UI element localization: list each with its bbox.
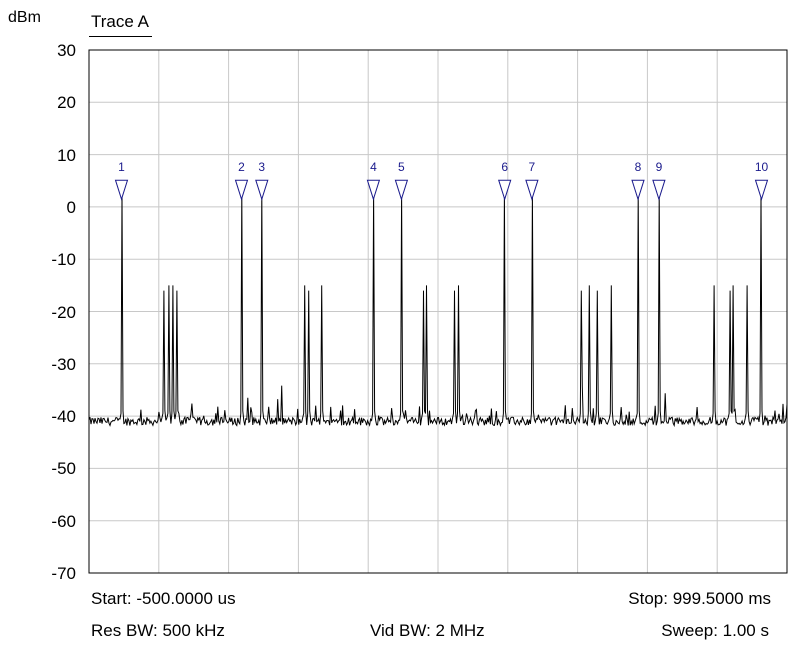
marker-7-triangle <box>525 179 539 201</box>
vid-bw-label: Vid BW: 2 MHz <box>370 621 485 640</box>
start-label: Start: -500.0000 us <box>91 589 236 608</box>
y-tick-label: -60 <box>51 511 76 531</box>
marker-5-label: 5 <box>398 160 405 174</box>
plot-frame <box>88 49 788 574</box>
marker-7-label: 7 <box>529 160 536 174</box>
marker-2-label: 2 <box>238 160 245 174</box>
y-tick-label: 10 <box>57 145 76 165</box>
y-tick-label: -40 <box>51 407 76 427</box>
res-bw-label: Res BW: 500 kHz <box>91 621 225 640</box>
marker-8-label: 8 <box>635 160 642 174</box>
marker-1-triangle <box>114 179 129 201</box>
marker-9-label: 9 <box>656 160 663 174</box>
marker-10-triangle <box>754 179 769 201</box>
y-tick-label: 20 <box>57 93 76 113</box>
marker-3-triangle <box>255 179 269 201</box>
marker-8-triangle <box>631 179 645 201</box>
marker-5-triangle <box>394 179 409 201</box>
y-tick-label: -70 <box>51 564 76 583</box>
trace-label: Trace A <box>91 12 149 31</box>
y-tick-label: 30 <box>57 41 76 60</box>
trace-a-group <box>88 191 788 428</box>
marker-2-triangle <box>234 179 249 201</box>
marker-4-label: 4 <box>370 160 377 174</box>
markers-group: 1 2 3 4 5 6 7 8 9 10 <box>114 160 769 201</box>
marker-3-label: 3 <box>258 160 265 174</box>
sweep-label: Sweep: 1.00 s <box>661 621 769 640</box>
marker-6-label: 6 <box>501 160 508 174</box>
y-unit-label: dBm <box>8 9 41 26</box>
marker-9-triangle <box>652 179 666 201</box>
marker-6-triangle <box>498 179 512 201</box>
y-tick-label: -20 <box>51 302 76 322</box>
y-tick-label: -50 <box>51 459 76 479</box>
trace-a-line <box>88 191 788 428</box>
y-tick-label: -10 <box>51 250 76 270</box>
marker-4-triangle <box>366 179 381 201</box>
stop-label: Stop: 999.5000 ms <box>628 589 771 608</box>
marker-10-label: 10 <box>755 160 769 174</box>
trace-label-underline <box>89 36 152 37</box>
marker-1-label: 1 <box>118 160 125 174</box>
plot-grid <box>89 50 787 573</box>
y-tick-label: -30 <box>51 354 76 374</box>
y-tick-label: 0 <box>66 197 76 217</box>
